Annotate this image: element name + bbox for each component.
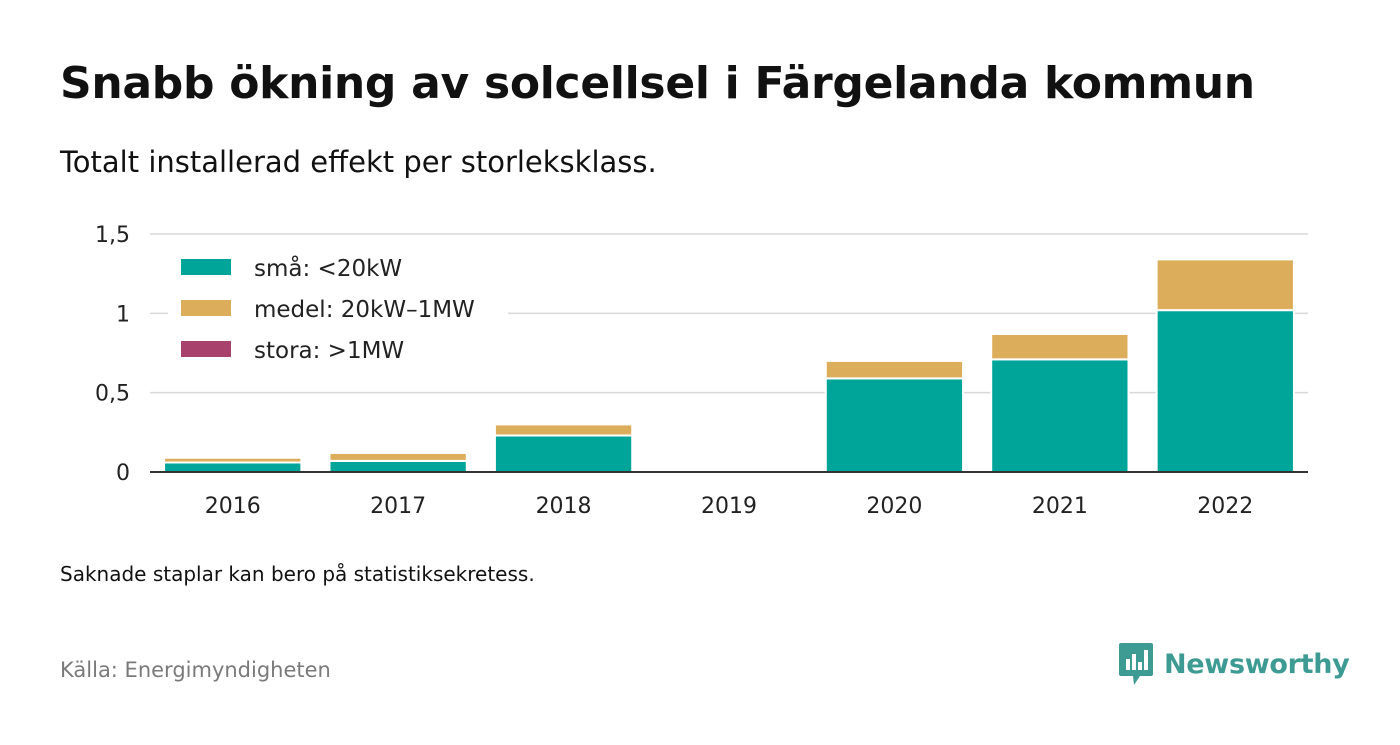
newsworthy-logo-icon [1119, 643, 1153, 685]
x-tick-label: 2019 [701, 494, 757, 519]
bar-segment[interactable] [824, 377, 965, 473]
bar-segment[interactable] [328, 459, 468, 474]
chart-subtitle: Totalt installerad effekt per storlekskl… [60, 145, 657, 179]
bar-segment[interactable] [1155, 258, 1295, 312]
x-tick-label: 2021 [1032, 494, 1088, 519]
source-label: Källa: Energimyndigheten [60, 658, 331, 682]
legend-label: små: <20kW [254, 254, 402, 282]
bar-segment[interactable] [163, 456, 303, 464]
bar-segment[interactable] [493, 434, 634, 473]
legend-label: stora: >1MW [254, 338, 404, 364]
bar-segment[interactable] [990, 332, 1130, 361]
legend-swatch [181, 300, 231, 316]
brand-name: Newsworthy [1164, 648, 1350, 680]
x-axis-labels: 2016 2017 2018 2019 2020 2021 2022 [205, 494, 1254, 519]
x-tick-label: 2020 [866, 494, 922, 519]
x-tick-label: 2018 [536, 494, 592, 519]
bar-segment[interactable] [163, 461, 303, 474]
y-tick-label: 0 [116, 461, 130, 486]
bars [163, 258, 1295, 474]
y-tick-label: 0,5 [95, 382, 130, 407]
legend: små: <20kW medel: 20kW–1MW stora: >1MW [168, 250, 508, 372]
x-tick-label: 2022 [1197, 494, 1253, 519]
legend-swatch [181, 341, 231, 357]
brand-logo[interactable]: Newsworthy [1118, 640, 1350, 688]
footnote: Saknade staplar kan bero på statistiksek… [60, 562, 535, 586]
y-tick-label: 1,5 [95, 223, 130, 248]
stacked-bar-chart: 0 0,5 1 1,5 2016 2017 2018 2019 2020 2021 2022 sm… [95, 223, 1308, 519]
x-tick-label: 2016 [205, 494, 261, 519]
bar-segment[interactable] [493, 423, 634, 437]
chart-title: Snabb ökning av solcellsel i Färgelanda … [60, 58, 1255, 109]
legend-swatch [181, 259, 231, 275]
x-tick-label: 2017 [370, 494, 426, 519]
legend-label: medel: 20kW–1MW [254, 297, 475, 323]
y-tick-label: 1 [116, 302, 130, 327]
bar-segment[interactable] [1155, 309, 1295, 473]
bar-segment[interactable] [990, 358, 1130, 474]
y-axis-labels: 0 0,5 1 1,5 [95, 223, 130, 486]
bar-segment[interactable] [328, 451, 468, 462]
bar-segment[interactable] [824, 359, 965, 380]
